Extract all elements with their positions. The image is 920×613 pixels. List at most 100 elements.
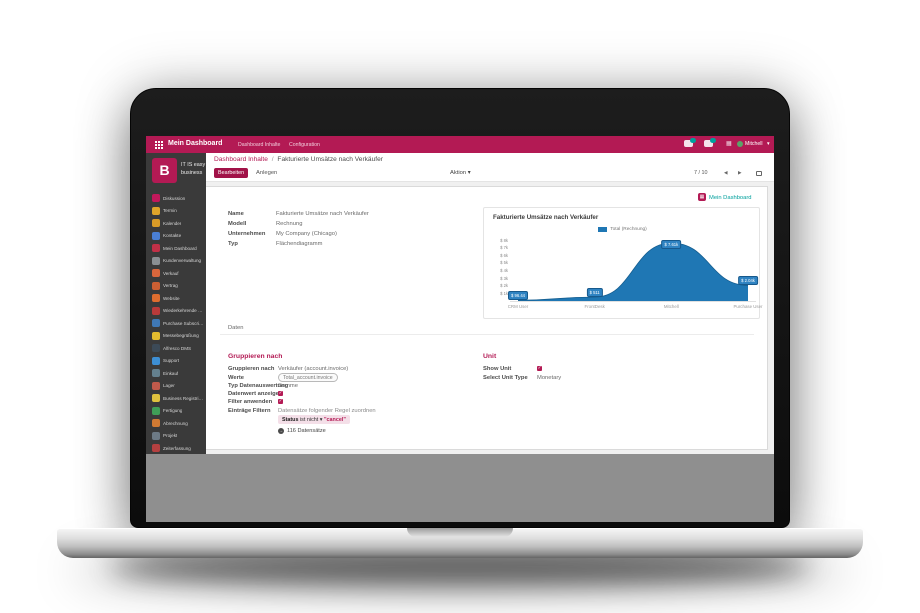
edit-button[interactable]: Bearbeiten	[214, 167, 249, 178]
create-button[interactable]: Anlegen	[256, 170, 278, 176]
activities-icon[interactable]	[704, 138, 716, 147]
area-chart: $ 8k $ 7k $ 6k $ 5k $ 4k $ 3k $ 2k $ 1k CRM User…	[488, 237, 762, 316]
y-axis-tick: $ 2k	[500, 283, 508, 289]
app-icon	[152, 381, 160, 390]
y-axis-tick: $ 8k	[500, 237, 508, 243]
sidebar-item-kundenverwaltung[interactable]: Kundenverwaltung	[146, 255, 206, 268]
data-point-badge: $ 2.04k	[738, 276, 758, 286]
section-heading-unit: Unit	[483, 353, 497, 360]
company-logo[interactable]: B	[152, 158, 177, 183]
app-icon	[152, 269, 160, 278]
tab-daten[interactable]: Daten	[228, 325, 244, 331]
y-axis-tick: $ 4k	[500, 268, 508, 273]
sidebar-item-wiederkehrende-verkäufe[interactable]: Wiederkehrende Verkäufe	[146, 305, 206, 318]
menu-dashboard-inhalte[interactable]: Dashboard Inhalte	[238, 141, 281, 148]
y-axis-tick: $ 6k	[500, 252, 508, 258]
sidebar-item-kontakte[interactable]: Kontakte	[146, 230, 206, 243]
app-icon	[152, 256, 160, 265]
app-icon	[152, 319, 160, 328]
app-icon	[152, 306, 160, 315]
field-label-gruppieren-nach: Gruppieren nach	[228, 366, 275, 372]
apps-grid-icon[interactable]	[155, 141, 157, 143]
app-icon	[152, 331, 160, 340]
sidebar-item-messebegrüßung[interactable]: Messebegrüßung	[146, 330, 206, 343]
domain-caret-icon: ▾	[319, 416, 323, 423]
field-label-name: Name	[228, 211, 244, 217]
sidebar-item-vertrag[interactable]: Vertrag	[146, 280, 206, 293]
sidebar-item-abrechnung[interactable]: Abrechnung	[146, 417, 206, 430]
sidebar-item-business-registrierung[interactable]: Business Registrierung	[146, 392, 206, 405]
user-menu-caret-icon[interactable]: ▾	[767, 141, 770, 147]
field-label-modell: Modell	[228, 221, 247, 227]
chart-panel: Fakturierte Umsätze nach Verkäufer Total…	[483, 207, 763, 319]
laptop-base	[57, 528, 863, 558]
sidebar-item-label: Kalender	[163, 220, 182, 226]
field-label-eintraege-filtern: Einträge Filtern	[228, 408, 271, 414]
sidebar-item-alfresco-dms[interactable]: Alfresco DMS	[146, 342, 206, 355]
app-sidebar: B IT IS easy business Diskussion Termin Ka…	[146, 153, 206, 454]
caret-down-icon: ▾	[467, 170, 471, 176]
breadcrumb-parent-link[interactable]: Dashboard Inhalte	[214, 156, 268, 163]
app-icon	[152, 281, 160, 290]
tab-divider	[220, 334, 754, 335]
field-label-typ: Typ	[228, 241, 238, 247]
app-icon	[152, 231, 160, 240]
data-point-badge: $ 511	[586, 288, 603, 297]
y-axis-tick: $ 3k	[500, 275, 508, 281]
user-menu[interactable]: Mitchell	[745, 141, 763, 147]
sidebar-item-label: Website	[163, 295, 180, 301]
y-axis-tick: $ 1k	[500, 290, 508, 296]
sidebar-item-mein-dashboard[interactable]: Mein Dashboard	[146, 242, 206, 255]
app-title[interactable]: Mein Dashboard	[168, 140, 223, 147]
checkbox-show-unit	[537, 365, 542, 371]
sidebar-item-purchase-subscription[interactable]: Purchase Subscription	[146, 317, 206, 330]
messages-icon[interactable]	[684, 138, 696, 147]
app-icon	[152, 444, 160, 453]
control-bar: Dashboard Inhalte / Fakturierte Umsätze …	[206, 153, 774, 182]
pager-previous-icon[interactable]: ◀	[724, 170, 728, 175]
sidebar-item-support[interactable]: Support	[146, 355, 206, 368]
sidebar-item-kalender[interactable]: Kalender	[146, 217, 206, 230]
arrow-right-icon: →	[278, 428, 284, 434]
action-dropdown[interactable]: Aktion ▾	[450, 170, 471, 176]
field-value-gruppieren-nach: Verkäufer (account.invoice)	[278, 366, 349, 372]
expand-icon[interactable]	[756, 170, 762, 176]
sidebar-item-lager[interactable]: Lager	[146, 380, 206, 393]
sidebar-item-label: Abrechnung	[163, 420, 188, 426]
sidebar-item-label: Kontakte	[163, 233, 182, 239]
sidebar-item-label: Business Registrierung	[163, 395, 205, 401]
sidebar-item-verkauf[interactable]: Verkauf	[146, 267, 206, 280]
company-name: IT IS easy business	[181, 162, 206, 177]
sidebar-item-zeiterfassung[interactable]: Zeiterfassung	[146, 442, 206, 454]
field-label-datenwert-anzeigen: Datenwert anzeigen	[228, 391, 283, 397]
dashboard-link[interactable]: Mein Dashboard	[709, 195, 752, 201]
app-icon	[152, 406, 160, 415]
checkbox-datenwert-anzeigen	[278, 390, 283, 396]
sidebar-item-label: Mein Dashboard	[163, 245, 197, 251]
sidebar-item-label: Vertrag	[163, 283, 178, 289]
sidebar-item-label: Fertigung	[163, 408, 183, 414]
app-icon	[152, 419, 160, 428]
sidebar-item-fertigung[interactable]: Fertigung	[146, 405, 206, 418]
sidebar-item-einkauf[interactable]: Einkauf	[146, 367, 206, 380]
menu-configuration[interactable]: Configuration	[289, 141, 320, 148]
legend-swatch	[598, 227, 608, 232]
pager-next-icon[interactable]: ▶	[738, 170, 742, 175]
sidebar-item-termin[interactable]: Termin	[146, 205, 206, 218]
sidebar-item-projekt[interactable]: Projekt	[146, 430, 206, 443]
sidebar-item-label: Purchase Subscription	[163, 320, 205, 326]
sidebar-item-label: Wiederkehrende Verkäufe	[163, 308, 205, 314]
app-icon	[152, 344, 160, 353]
activities-badge	[710, 138, 716, 143]
laptop-screen: Mein Dashboard Dashboard Inhalte Configu…	[146, 136, 774, 522]
dev-tools-icon[interactable]: ▦	[726, 141, 732, 147]
sidebar-item-website[interactable]: Website	[146, 292, 206, 305]
x-axis-label: Purchase User	[733, 304, 763, 309]
messages-badge	[690, 138, 696, 143]
field-value-unternehmen: My Company (Chicago)	[276, 231, 337, 237]
data-point-badge: $ 7.61k	[661, 240, 682, 249]
sidebar-item-diskussion[interactable]: Diskussion	[146, 192, 206, 205]
record-count-link[interactable]: → 116 Datensätze	[278, 428, 326, 434]
sidebar-item-label: Zeiterfassung	[163, 445, 191, 451]
user-avatar[interactable]	[737, 140, 743, 147]
